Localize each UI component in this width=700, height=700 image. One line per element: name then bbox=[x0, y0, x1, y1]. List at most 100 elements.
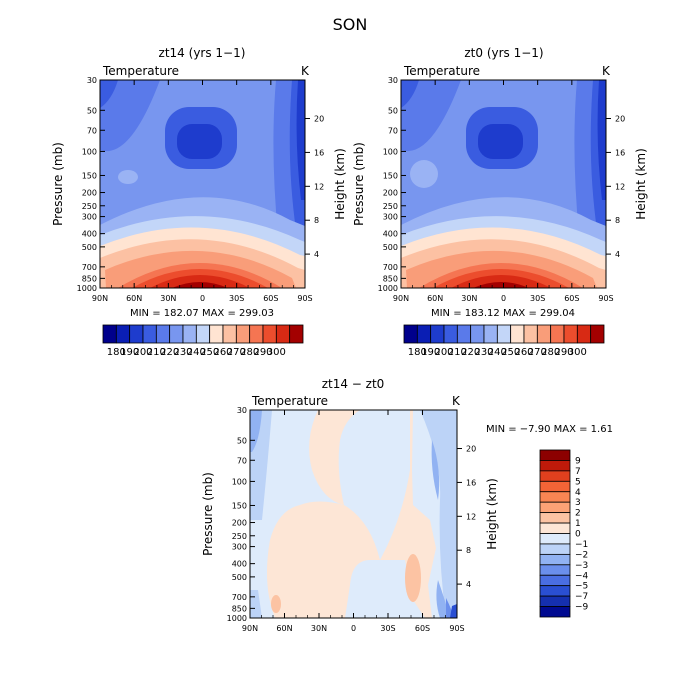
y-tick-label: 30 bbox=[237, 406, 247, 415]
contour-band bbox=[478, 124, 523, 159]
colorbar-label: −3 bbox=[575, 561, 588, 571]
contour-band bbox=[401, 80, 419, 108]
contour-field bbox=[401, 80, 606, 288]
colorbar-label: 240 bbox=[488, 347, 507, 358]
colorbar-swatch bbox=[209, 324, 224, 344]
colorbar-label: −7 bbox=[575, 592, 588, 602]
x-tick-label: 60S bbox=[415, 624, 430, 633]
contour-band bbox=[401, 80, 606, 288]
colorbar-label: 190 bbox=[120, 347, 139, 358]
colorbar-label: 270 bbox=[227, 347, 246, 358]
contour-band bbox=[597, 80, 606, 200]
y-tick-label: 400 bbox=[82, 230, 97, 239]
colorbar-swatch bbox=[539, 480, 571, 493]
contour-band bbox=[410, 160, 438, 188]
y-tick-label: 700 bbox=[82, 263, 97, 272]
colorbar-swatch bbox=[456, 324, 472, 344]
x-tick-label: 30N bbox=[160, 294, 176, 303]
x-tick-label: 30N bbox=[461, 294, 477, 303]
colorbar-swatch bbox=[539, 522, 571, 534]
y-right-tick-label: 12 bbox=[314, 182, 324, 191]
y-right-tick-label: 20 bbox=[615, 115, 625, 124]
y-tick-label: 400 bbox=[232, 560, 247, 569]
y-right-tick-label: 8 bbox=[314, 216, 319, 225]
contour-band bbox=[266, 410, 436, 618]
colorbar-label: −5 bbox=[575, 582, 588, 592]
colorbar-label: 280 bbox=[240, 347, 259, 358]
panel-subtitle: Temperature bbox=[403, 64, 480, 78]
colorbar-label: 250 bbox=[200, 347, 219, 358]
colorbar-label: 190 bbox=[421, 347, 440, 358]
x-tick-label: 30N bbox=[311, 624, 327, 633]
x-tick-label: 90N bbox=[92, 294, 108, 303]
y-tick-label: 200 bbox=[82, 189, 97, 198]
y-tick-label: 70 bbox=[388, 126, 398, 135]
contour-band bbox=[296, 80, 305, 200]
colorbar-label: 230 bbox=[173, 347, 192, 358]
contour-band bbox=[100, 80, 118, 108]
colorbar-swatch bbox=[536, 324, 552, 344]
colorbar-swatch bbox=[470, 324, 485, 344]
y-right-tick-label: 20 bbox=[466, 445, 476, 454]
colorbar-swatch bbox=[115, 324, 131, 344]
panel-units: K bbox=[602, 64, 611, 78]
colorbar-label: 210 bbox=[448, 347, 467, 358]
colorbar-label: 1 bbox=[575, 519, 581, 529]
contour-band bbox=[420, 410, 457, 618]
x-tick-label: 90S bbox=[449, 624, 464, 633]
colorbar-label: 210 bbox=[147, 347, 166, 358]
colorbar-swatch bbox=[249, 324, 264, 344]
colorbar-swatch bbox=[169, 324, 184, 344]
colorbar-swatch bbox=[539, 470, 571, 482]
contour-field bbox=[100, 80, 305, 288]
colorbar-swatch bbox=[496, 324, 512, 344]
colorbar-swatch bbox=[222, 324, 237, 344]
colorbar-label: 240 bbox=[187, 347, 206, 358]
y-tick-label: 400 bbox=[383, 230, 398, 239]
x-tick-label: 30S bbox=[229, 294, 244, 303]
panel-units: K bbox=[301, 64, 310, 78]
colorbar-label: −1 bbox=[575, 540, 588, 550]
colorbar-swatch bbox=[539, 543, 571, 555]
colorbar-label: 220 bbox=[461, 347, 480, 358]
panel-zt14: zt14 (yrs 1−1) Temperature K 90N 60N 30N 0 3… bbox=[51, 46, 347, 358]
colorbar-swatch bbox=[539, 606, 571, 618]
y-tick-label: 300 bbox=[383, 213, 398, 222]
colorbar-label: 0 bbox=[575, 530, 581, 540]
contour-band bbox=[431, 440, 440, 500]
contour-band bbox=[451, 275, 551, 288]
x-tick-label: 30S bbox=[530, 294, 545, 303]
colorbar-swatch bbox=[275, 324, 291, 344]
min-max-readout: MIN = −7.90 MAX = 1.61 bbox=[486, 424, 613, 435]
colorbar-swatch bbox=[539, 533, 571, 545]
colorbar-label: 290 bbox=[554, 347, 573, 358]
y-tick-label: 250 bbox=[232, 532, 247, 541]
min-max-readout: MIN = 182.07 MAX = 299.03 bbox=[130, 308, 274, 319]
x-tick-label: 60N bbox=[276, 624, 292, 633]
panel-subtitle: Temperature bbox=[102, 64, 179, 78]
colorbar-swatch bbox=[550, 324, 565, 344]
colorbar-swatch bbox=[563, 324, 578, 344]
x-tick-label: 60N bbox=[126, 294, 142, 303]
contour-band bbox=[450, 604, 457, 618]
colorbar-swatch bbox=[142, 324, 157, 344]
y-tick-label: 150 bbox=[232, 501, 247, 510]
colorbar-label: 180 bbox=[408, 347, 427, 358]
contour-band bbox=[118, 170, 138, 184]
colorbar-swatch bbox=[129, 324, 144, 344]
y-tick-label: 200 bbox=[383, 189, 398, 198]
y-tick-label: 200 bbox=[232, 519, 247, 528]
colorbar-swatch bbox=[539, 585, 571, 597]
y-tick-label: 700 bbox=[232, 593, 247, 602]
y-tick-label: 500 bbox=[82, 243, 97, 252]
colorbar-swatch bbox=[539, 460, 571, 472]
y-tick-label: 1000 bbox=[378, 284, 398, 293]
y-right-tick-label: 16 bbox=[615, 148, 625, 157]
colorbar-swatch bbox=[539, 449, 571, 461]
colorbar-swatch bbox=[590, 324, 605, 344]
y-tick-label: 100 bbox=[232, 477, 247, 486]
x-tick-label: 60S bbox=[263, 294, 278, 303]
panel-title: zt0 (yrs 1−1) bbox=[464, 46, 543, 60]
colorbar-label: 290 bbox=[253, 347, 272, 358]
colorbar-swatch bbox=[289, 324, 304, 344]
